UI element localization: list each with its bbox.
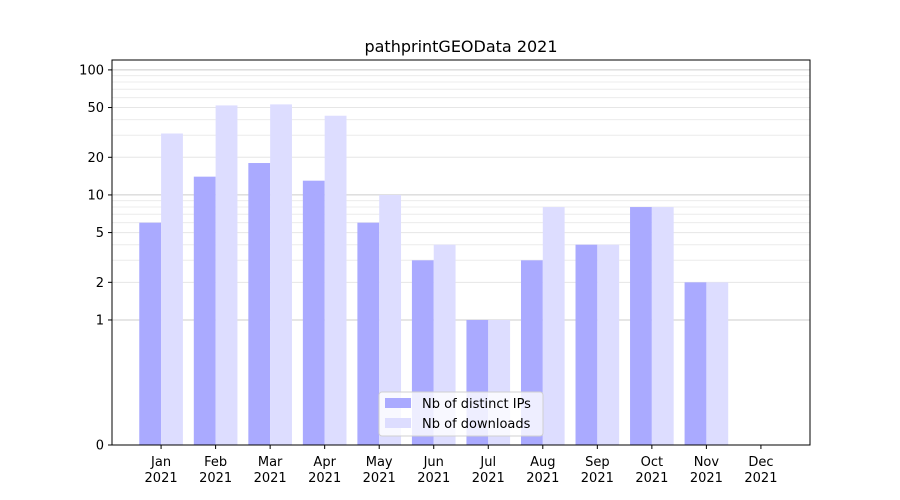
bar-downloads: [324, 115, 347, 445]
x-tick-label-month: Jun: [423, 455, 444, 470]
bars: [139, 104, 729, 446]
x-tick-label-year: 2021: [472, 471, 505, 486]
y-tick-label: 100: [79, 63, 104, 78]
x-tick-label-month: Mar: [258, 455, 283, 470]
y-tick-label: 50: [87, 101, 104, 116]
plot-frame: [111, 59, 811, 446]
x-tick-label-month: Apr: [313, 455, 336, 470]
x-tick-label-month: Jan: [150, 455, 171, 470]
bar-distinct-ips: [248, 163, 271, 445]
x-tick-label-year: 2021: [254, 471, 287, 486]
x-tick-label-year: 2021: [363, 471, 396, 486]
x-tick-label-year: 2021: [690, 471, 723, 486]
bar-distinct-ips: [139, 222, 162, 445]
legend-label: Nb of downloads: [422, 417, 531, 432]
bar-distinct-ips: [302, 180, 325, 445]
legend-label: Nb of distinct IPs: [422, 397, 531, 412]
x-tick-label-month: May: [366, 455, 393, 470]
y-axis: 0 1 2 5 10 20 50 100: [79, 63, 112, 454]
bar-downloads: [597, 244, 620, 445]
bar-downloads: [215, 105, 238, 446]
x-axis: Jan2021Feb2021Mar2021Apr2021May2021Jun20…: [145, 445, 777, 486]
legend-box: [378, 391, 544, 437]
y-tick-label: 5: [96, 226, 104, 241]
x-tick-label-month: Nov: [694, 455, 720, 470]
x-tick-label-month: Jul: [479, 455, 496, 470]
bar-distinct-ips: [575, 244, 598, 445]
bar-downloads: [706, 282, 729, 445]
x-tick-label-month: Sep: [585, 455, 610, 470]
x-tick-label-month: Aug: [530, 455, 555, 470]
y-tick-label: 1: [96, 313, 104, 328]
legend-swatch: [385, 418, 411, 428]
x-tick-label-year: 2021: [199, 471, 232, 486]
x-tick-label-year: 2021: [635, 471, 668, 486]
x-tick-label-year: 2021: [308, 471, 341, 486]
bar-downloads: [161, 133, 183, 445]
bar-downloads: [379, 194, 402, 445]
bar-downloads: [542, 207, 565, 445]
x-tick-label-year: 2021: [417, 471, 450, 486]
x-tick-label-month: Feb: [204, 455, 227, 470]
x-tick-label-year: 2021: [744, 471, 777, 486]
chart-title: pathprintGEOData 2021: [364, 37, 557, 56]
x-tick-label-year: 2021: [145, 471, 178, 486]
y-tick-label: 10: [87, 188, 104, 203]
y-tick-label: 20: [87, 151, 104, 166]
x-tick-label-year: 2021: [581, 471, 614, 486]
x-tick-label-month: Oct: [641, 455, 663, 470]
bar-distinct-ips: [684, 282, 707, 445]
legend-swatch: [385, 398, 411, 408]
bar-downloads: [270, 104, 292, 445]
bar-downloads: [651, 207, 674, 445]
bar-distinct-ips: [357, 222, 380, 445]
y-tick-label: 0: [96, 439, 104, 454]
x-tick-label-year: 2021: [526, 471, 559, 486]
x-tick-label-month: Dec: [748, 455, 773, 470]
legend: Nb of distinct IPs Nb of downloads: [378, 391, 544, 437]
bar-distinct-ips: [630, 207, 652, 445]
y-tick-label: 2: [96, 276, 104, 291]
bar-distinct-ips: [193, 176, 216, 445]
